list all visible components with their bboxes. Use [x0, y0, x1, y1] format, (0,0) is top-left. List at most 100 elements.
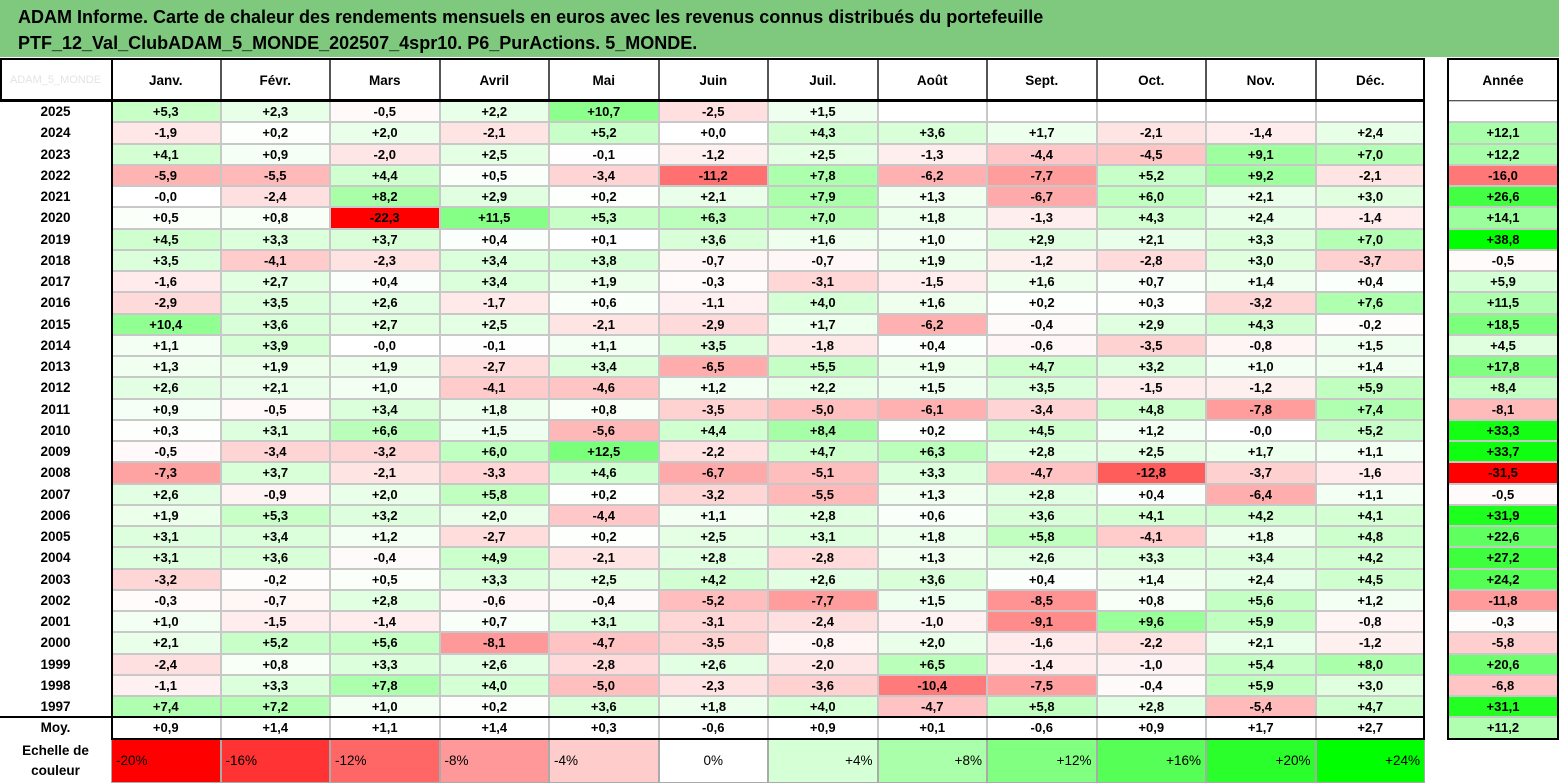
heatmap-cell: +5,5 — [768, 356, 878, 378]
color-scale-swatch: -16% — [220, 738, 330, 783]
heatmap-cell: +1,7 — [987, 122, 1097, 144]
heatmap-cell: +2,5 — [658, 526, 768, 548]
heatmap-cell: -1,5 — [877, 271, 987, 293]
heatmap-cell: +0,2 — [220, 122, 330, 144]
year-label: 2005 — [0, 526, 111, 548]
heatmap-cell: +7,0 — [1315, 228, 1425, 250]
heatmap-cell: +1,6 — [987, 271, 1097, 293]
heatmap-cell: +9,2 — [1206, 164, 1316, 186]
heatmap-cell: -1,0 — [1096, 653, 1206, 675]
heatmap-cell: +7,0 — [768, 207, 878, 229]
heatmap-cell: +3,6 — [549, 696, 659, 718]
heatmap-cell: +3,4 — [220, 526, 330, 548]
heatmap-cell: -1,3 — [987, 207, 1097, 229]
year-label: 2011 — [0, 398, 111, 420]
year-label: 2002 — [0, 589, 111, 611]
heatmap-cell: +12,5 — [549, 441, 659, 463]
color-scale-swatch: 0% — [658, 738, 768, 783]
year-total-cell — [1447, 101, 1559, 123]
heatmap-cell: +4,0 — [768, 292, 878, 314]
average-cell: +1,4 — [220, 717, 330, 739]
heatmap-cell: -0,8 — [1315, 611, 1425, 633]
year-total-cell: +38,8 — [1447, 228, 1559, 250]
heatmap-cell: +2,6 — [439, 653, 549, 675]
heatmap-cell: -3,1 — [658, 611, 768, 633]
heatmap-cell: +5,9 — [1315, 377, 1425, 399]
heatmap-cell: -2,7 — [439, 526, 549, 548]
heatmap-cell: +2,1 — [1206, 186, 1316, 208]
heatmap-cell: +3,4 — [439, 271, 549, 293]
year-total-cell: +31,9 — [1447, 504, 1559, 526]
year-total-cell: +24,2 — [1447, 568, 1559, 590]
month-header: Juil. — [768, 59, 878, 101]
year-total-cell: -6,8 — [1447, 674, 1559, 696]
year-label: 2004 — [0, 547, 111, 569]
heatmap-cell: -3,3 — [439, 462, 549, 484]
heatmap-cell: -2,1 — [549, 547, 659, 569]
heatmap-cell: +2,0 — [877, 632, 987, 654]
heatmap-cell: +9,6 — [1096, 611, 1206, 633]
year-total-cell: +31,1 — [1447, 696, 1559, 718]
year-total-cell: +27,2 — [1447, 547, 1559, 569]
heatmap-cell: -0,1 — [549, 143, 659, 165]
heatmap-cell: -6,5 — [658, 356, 768, 378]
heatmap-cell: +5,3 — [549, 207, 659, 229]
heatmap-cell: +2,9 — [987, 228, 1097, 250]
heatmap-cell: -12,8 — [1096, 462, 1206, 484]
heatmap-cell: +0,4 — [987, 568, 1097, 590]
heatmap-cell: +3,6 — [877, 122, 987, 144]
heatmap-cell: -0,5 — [330, 101, 440, 123]
heatmap-cell: +1,2 — [658, 377, 768, 399]
heatmap-cell: +0,4 — [1096, 483, 1206, 505]
heatmap-cell: +2,0 — [330, 483, 440, 505]
heatmap-cell: +1,9 — [877, 356, 987, 378]
heatmap-cell: +1,7 — [768, 313, 878, 335]
heatmap-cell: -22,3 — [330, 207, 440, 229]
heatmap-cell: +4,5 — [1315, 568, 1425, 590]
heatmap-cell: -4,1 — [220, 249, 330, 271]
average-cell: +0,3 — [549, 717, 659, 739]
heatmap-cell: -3,5 — [1096, 334, 1206, 356]
row-divider — [0, 716, 1425, 719]
heatmap-cell: +2,8 — [768, 504, 878, 526]
year-total-cell: -11,8 — [1447, 589, 1559, 611]
heatmap-cell: -6,7 — [987, 186, 1097, 208]
color-scale-swatch: -20% — [111, 738, 221, 783]
heatmap-cell: +3,5 — [220, 292, 330, 314]
heatmap-cell: +1,0 — [330, 696, 440, 718]
heatmap-cell: -4,7 — [987, 462, 1097, 484]
heatmap-cell: +2,6 — [111, 483, 221, 505]
heatmap-cell: -6,4 — [1206, 483, 1316, 505]
year-total-cell: +8,4 — [1447, 377, 1559, 399]
heatmap-cell: +0,6 — [877, 504, 987, 526]
heatmap-cell: +3,5 — [658, 334, 768, 356]
heatmap-cell: -2,1 — [439, 122, 549, 144]
heatmap-cell: +3,4 — [439, 249, 549, 271]
heatmap-cell: -4,1 — [1096, 526, 1206, 548]
heatmap-cell: +6,3 — [877, 441, 987, 463]
year-total-cell: +12,1 — [1447, 122, 1559, 144]
average-cell: +0,9 — [768, 717, 878, 739]
heatmap-cell: +1,5 — [877, 589, 987, 611]
heatmap-cell: +2,6 — [658, 653, 768, 675]
year-total-cell: +22,6 — [1447, 526, 1559, 548]
average-cell: +0,9 — [1096, 717, 1206, 739]
heatmap-cell: +6,6 — [330, 419, 440, 441]
heatmap-cell: +3,5 — [111, 249, 221, 271]
average-cell: -0,6 — [987, 717, 1097, 739]
heatmap-cell — [877, 101, 987, 123]
heatmap-cell: +0,2 — [549, 526, 659, 548]
heatmap-cell: +8,0 — [1315, 653, 1425, 675]
heatmap-cell: -1,1 — [658, 292, 768, 314]
average-year-total-cell: +11,2 — [1447, 717, 1559, 739]
heatmap-cell: +7,4 — [1315, 398, 1425, 420]
heatmap-cell: +2,8 — [987, 441, 1097, 463]
heatmap-cell: -2,4 — [111, 653, 221, 675]
heatmap-cell: -0,7 — [220, 589, 330, 611]
heatmap-cell: +3,6 — [658, 228, 768, 250]
heatmap-cell: -11,2 — [658, 164, 768, 186]
heatmap-cell: +1,1 — [658, 504, 768, 526]
year-label: 2023 — [0, 143, 111, 165]
heatmap-cell: +1,6 — [877, 292, 987, 314]
heatmap-cell: -0,4 — [1096, 674, 1206, 696]
